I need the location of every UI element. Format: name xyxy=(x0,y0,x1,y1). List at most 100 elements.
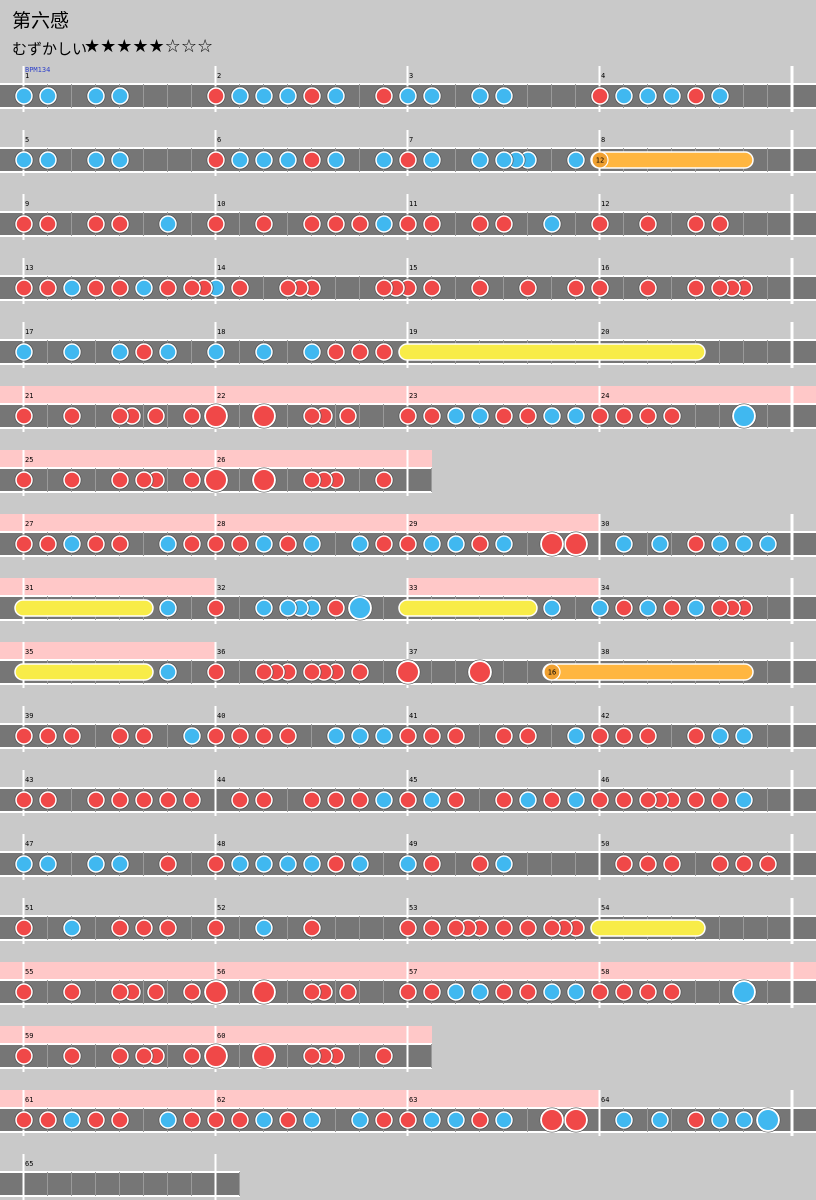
don-note xyxy=(495,727,513,745)
gogo-band xyxy=(408,578,600,596)
measure-number: 47 xyxy=(25,840,33,848)
don-note xyxy=(495,791,513,809)
note-outline xyxy=(254,86,274,106)
note-outline xyxy=(650,534,670,554)
measure-number: 17 xyxy=(25,328,33,336)
note-outline xyxy=(710,86,730,106)
don-note xyxy=(135,1047,153,1065)
note-outline xyxy=(110,1046,130,1066)
note-outline xyxy=(494,406,514,426)
don-note xyxy=(135,791,153,809)
big-don-note xyxy=(252,468,276,492)
note-outline xyxy=(446,918,466,938)
note-outline xyxy=(14,214,34,234)
note-outline xyxy=(278,726,298,746)
note-outline xyxy=(14,1110,34,1130)
note-outline xyxy=(206,662,226,682)
don-note xyxy=(303,471,321,489)
ka-note xyxy=(63,343,81,361)
don-note xyxy=(423,279,441,297)
don-note xyxy=(303,1047,321,1065)
note-outline xyxy=(86,150,106,170)
measure-number: 49 xyxy=(409,840,417,848)
ka-note xyxy=(447,535,465,553)
don-note xyxy=(87,791,105,809)
measure-number: 30 xyxy=(601,520,609,528)
note-outline xyxy=(14,918,34,938)
measure-number: 19 xyxy=(409,328,417,336)
note-outline xyxy=(494,214,514,234)
note-outline xyxy=(38,86,58,106)
note-outline xyxy=(470,1110,490,1130)
score-row: 39 40 41 42 xyxy=(0,706,816,752)
measure-number: 15 xyxy=(409,264,417,272)
note-outline xyxy=(350,1110,370,1130)
ka-note xyxy=(567,791,585,809)
note-outline xyxy=(110,1110,130,1130)
ka-note xyxy=(255,343,273,361)
don-note xyxy=(87,535,105,553)
don-note xyxy=(135,471,153,489)
measure-number: 38 xyxy=(601,648,609,656)
note-outline xyxy=(350,854,370,874)
don-note xyxy=(207,215,225,233)
note-outline xyxy=(710,854,730,874)
note-outline xyxy=(230,86,250,106)
note-outline xyxy=(203,403,229,429)
bpm-label: BPM134 xyxy=(25,66,51,74)
note-outline xyxy=(614,534,634,554)
note-outline xyxy=(302,982,322,1002)
note-outline xyxy=(446,982,466,1002)
note-outline xyxy=(254,214,274,234)
ka-note xyxy=(567,983,585,1001)
note-outline xyxy=(398,406,418,426)
don-note xyxy=(207,1111,225,1129)
don-note xyxy=(375,535,393,553)
note-outline xyxy=(62,918,82,938)
big-don-note xyxy=(204,468,228,492)
ka-note xyxy=(15,343,33,361)
don-note xyxy=(687,215,705,233)
note-outline xyxy=(710,278,730,298)
note-outline xyxy=(518,918,538,938)
don-note xyxy=(183,983,201,1001)
big-drumroll xyxy=(398,599,538,617)
difficulty-stars: ★★★★★☆☆☆ xyxy=(84,36,214,57)
note-outline xyxy=(230,726,250,746)
note-outline xyxy=(230,1110,250,1130)
note-outline xyxy=(470,278,490,298)
note-outline xyxy=(62,534,82,554)
note-outline xyxy=(686,1110,706,1130)
note-outline xyxy=(110,918,130,938)
note-outline xyxy=(350,534,370,554)
don-note xyxy=(615,727,633,745)
score-row: 43 44 45 46 xyxy=(0,770,816,816)
note-outline xyxy=(614,790,634,810)
note-outline xyxy=(494,1110,514,1130)
don-note xyxy=(39,215,57,233)
note-outline xyxy=(566,982,586,1002)
don-note xyxy=(423,407,441,425)
note-outline xyxy=(350,662,370,682)
note-outline xyxy=(338,406,358,426)
note-outline xyxy=(302,854,322,874)
note-outline xyxy=(326,790,346,810)
don-note xyxy=(351,215,369,233)
note-outline xyxy=(494,790,514,810)
note-outline xyxy=(182,790,202,810)
note-outline xyxy=(590,214,610,234)
note-outline xyxy=(158,918,178,938)
don-note xyxy=(663,855,681,873)
score-row: 1 2 3 4 xyxy=(0,66,816,112)
ka-note xyxy=(471,407,489,425)
don-note xyxy=(639,215,657,233)
note-outline xyxy=(638,598,658,618)
note-outline xyxy=(62,1110,82,1130)
don-note xyxy=(399,407,417,425)
note-outline xyxy=(110,790,130,810)
note-outline xyxy=(158,854,178,874)
don-note xyxy=(279,279,297,297)
note-outline xyxy=(110,854,130,874)
note-outline xyxy=(38,1110,58,1130)
note-outline xyxy=(251,403,277,429)
